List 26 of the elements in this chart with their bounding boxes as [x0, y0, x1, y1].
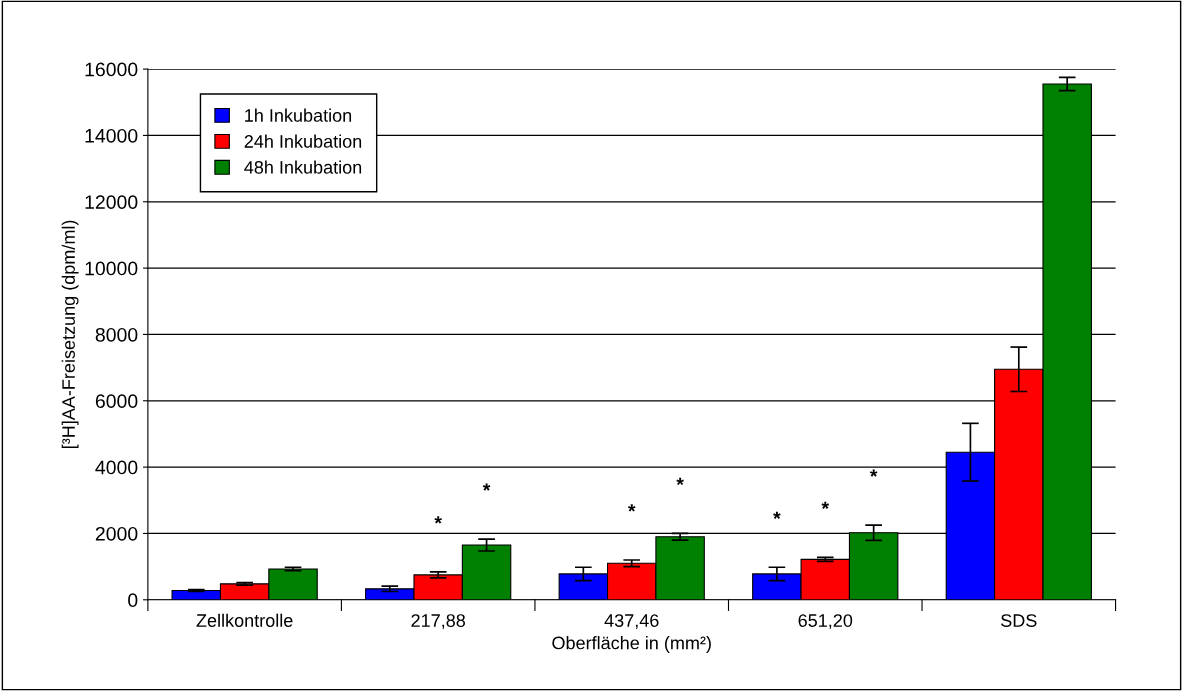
legend-label: 24h Inkubation — [244, 134, 362, 148]
data-label: * — [676, 477, 684, 486]
legend-label: 48h Inkubation — [244, 160, 362, 174]
data-label: * — [628, 504, 636, 512]
y-tick-label: 8000 — [95, 327, 138, 342]
x-tick-label: 437,46 — [604, 614, 659, 630]
data-label: * — [869, 469, 878, 477]
x-tick-label: 651,20 — [798, 614, 853, 630]
y-tick-label: 10000 — [85, 261, 138, 276]
data-label: * — [821, 501, 830, 509]
data-label: * — [482, 483, 491, 491]
x-tick-label: 217,88 — [411, 614, 466, 630]
y-tick-label: 16000 — [85, 62, 138, 77]
y-tick-label: 12000 — [85, 195, 138, 210]
y-tick-label: 0 — [128, 593, 138, 608]
y-tick-label: 4000 — [95, 460, 138, 475]
legend-label: 1h Inkubation — [245, 108, 352, 122]
data-label: * — [773, 511, 781, 519]
x-axis-title: Oberfläche in (mm²) — [552, 636, 711, 653]
y-tick-label: 2000 — [95, 526, 138, 541]
x-tick-label: Zellkontrolle — [196, 613, 293, 627]
data-label: * — [434, 516, 442, 524]
x-tick-label: SDS — [1001, 614, 1037, 627]
y-axis-title: [³H]AA-Freisetzung (dpm/ml) — [61, 220, 79, 449]
y-tick-label: 6000 — [95, 394, 138, 409]
y-tick-label: 14000 — [85, 128, 138, 143]
